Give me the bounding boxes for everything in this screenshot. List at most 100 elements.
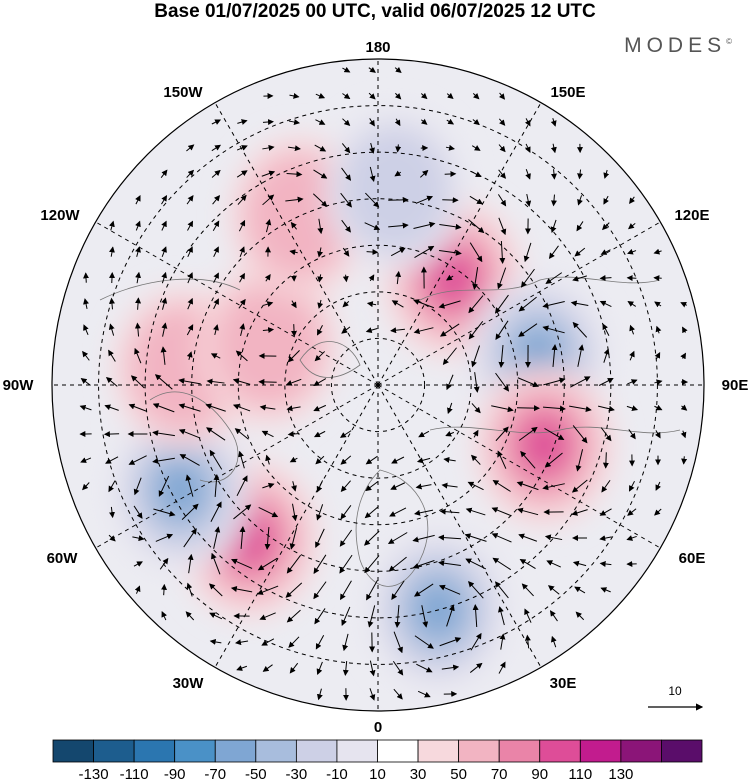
wind-arrow	[134, 322, 141, 337]
wind-arrow	[209, 449, 223, 470]
wind-arrow	[313, 581, 327, 600]
wind-arrow	[653, 248, 662, 255]
wind-arrow	[178, 378, 201, 385]
wind-arrow	[395, 270, 402, 285]
wind-arrow	[186, 582, 193, 597]
wind-arrow	[342, 661, 349, 676]
wind-arrow	[654, 404, 663, 411]
wind-arrow	[517, 377, 540, 388]
wind-arrow	[208, 583, 223, 597]
wind-arrow	[258, 506, 279, 518]
wind-arrow	[550, 219, 557, 233]
wind-arrow	[570, 300, 589, 307]
wind-arrow	[472, 429, 479, 438]
colorbar-tick-label: 30	[410, 766, 427, 783]
wind-arrow	[238, 450, 245, 469]
wind-arrow	[317, 325, 323, 336]
meridian-line	[95, 384, 379, 549]
wind-arrow	[366, 301, 377, 308]
colorbar-swatch	[93, 739, 135, 763]
wind-arrow	[542, 301, 565, 309]
coastlines	[99, 276, 681, 587]
wind-arrow	[287, 431, 300, 438]
wind-arrow	[236, 145, 248, 151]
wind-arrow	[211, 169, 221, 178]
wind-arrow	[388, 196, 409, 203]
wind-arrow	[654, 508, 662, 516]
wind-arrow	[135, 271, 142, 284]
wind-arrow	[367, 605, 376, 628]
wind-arrow	[135, 297, 142, 310]
wind-arrow	[235, 350, 248, 362]
wind-arrow	[520, 450, 536, 469]
wind-arrow	[316, 480, 324, 493]
wind-arrow	[445, 144, 455, 151]
wind-arrow	[525, 143, 531, 153]
wind-arrow	[342, 118, 351, 126]
wind-arrow	[108, 480, 116, 493]
wind-arrow	[390, 482, 406, 490]
wind-arrow	[80, 457, 92, 463]
wind-arrow	[285, 196, 304, 203]
wind-arrow	[572, 560, 587, 567]
wind-arrow	[364, 530, 380, 546]
wind-arrow	[133, 505, 143, 519]
colorbar: -130 -110 -90 -70 -50 -30 -10 10 30 50 70 90 110 130	[52, 739, 703, 783]
wind-arrow	[523, 242, 532, 263]
wind-arrow	[161, 583, 168, 596]
wind-arrow	[109, 506, 115, 519]
wind-arrow	[82, 482, 90, 491]
wind-arrow	[341, 167, 352, 181]
wind-arrow	[542, 405, 566, 412]
wind-arrow	[629, 480, 635, 492]
wind-arrow	[262, 664, 273, 672]
wind-arrow	[390, 247, 406, 257]
wind-arrow	[264, 273, 271, 282]
wind-arrow	[498, 661, 506, 674]
latitude-circle	[330, 337, 426, 433]
wind-arrow	[412, 534, 435, 543]
wind-arrow	[259, 404, 276, 411]
wind-arrow	[518, 426, 538, 441]
wind-arrow	[600, 427, 612, 442]
wind-arrow	[520, 268, 535, 288]
wind-arrow	[549, 610, 558, 622]
wind-arrow	[472, 119, 480, 126]
colorbar-tick-label: 50	[450, 766, 467, 783]
coastline	[429, 426, 681, 434]
wind-arrow	[629, 350, 635, 361]
wind-arrow	[550, 143, 557, 154]
wind-arrow	[654, 351, 661, 360]
wind-arrow	[603, 348, 610, 363]
wind-arrow	[551, 635, 557, 648]
wind-arrow	[469, 195, 483, 205]
wind-arrow	[680, 352, 686, 360]
wind-arrow	[472, 92, 480, 100]
colorbar-swatch	[295, 739, 338, 763]
wind-arrow	[491, 405, 514, 413]
wind-arrow	[239, 272, 245, 283]
wind-arrow	[210, 501, 222, 522]
wind-arrow	[468, 320, 484, 340]
wind-arrow	[364, 506, 379, 519]
longitude-label: 30E	[550, 675, 577, 692]
wind-arrow	[340, 455, 352, 465]
wind-arrow	[262, 194, 275, 206]
wind-arrow	[130, 375, 145, 389]
wind-arrow	[626, 535, 637, 541]
wind-arrow	[83, 298, 89, 309]
wind-arrow	[261, 170, 276, 177]
colorbar-tick-label: -10	[326, 766, 348, 783]
wind-arrow	[257, 557, 278, 571]
wind-arrow	[313, 404, 327, 412]
wind-arrow	[412, 560, 435, 569]
wind-arrow	[464, 533, 487, 542]
coastline	[419, 276, 661, 301]
wind-arrow	[161, 611, 167, 621]
wind-arrow	[289, 527, 298, 550]
meridian-line	[214, 384, 379, 668]
wind-arrow	[289, 92, 300, 99]
wind-arrow	[550, 118, 557, 127]
wind-arrow	[342, 300, 350, 308]
